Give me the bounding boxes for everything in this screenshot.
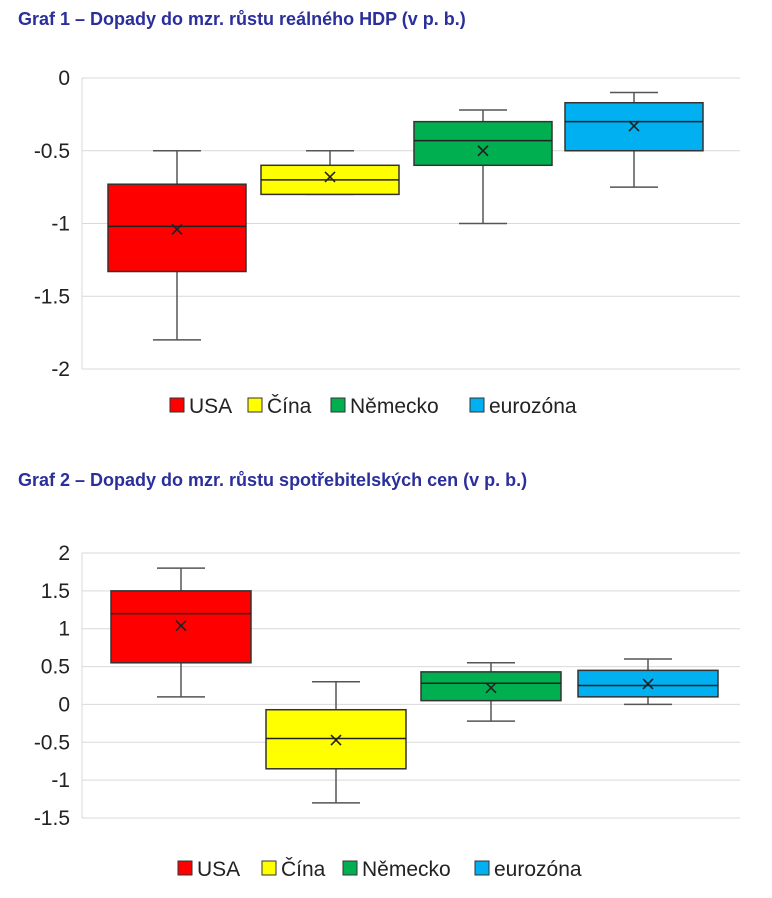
iqr-box (420, 671, 562, 702)
legend-item-čína: Čína (261, 858, 326, 881)
legend-item-usa: USA (177, 858, 240, 881)
legend-item-německo: Německo (342, 858, 451, 881)
legend-label: eurozóna (489, 395, 577, 418)
y-tick-label: -0.5 (34, 140, 70, 163)
y-tick-label: 0.5 (41, 656, 70, 679)
mean-marker (175, 620, 187, 632)
mean-marker (628, 120, 640, 132)
legend-swatch (474, 860, 490, 876)
box-eurozóna (564, 91, 704, 188)
legend-label: eurozóna (494, 858, 582, 881)
legend-item-usa: USA (169, 395, 232, 418)
y-tick-label: -1 (51, 213, 70, 236)
box-německo (420, 662, 562, 722)
mean-marker (330, 734, 342, 746)
box-čína (260, 150, 400, 196)
legend-item-německo: Německo (330, 395, 439, 418)
legend-item-eurozóna: eurozóna (474, 858, 582, 881)
legend-label: Čína (267, 395, 312, 418)
y-tick-label: -1.5 (34, 285, 70, 308)
legend-swatch (261, 860, 277, 876)
mean-marker (171, 223, 183, 235)
box-usa (110, 567, 252, 698)
legend-swatch (469, 397, 485, 413)
legend-item-eurozóna: eurozóna (469, 395, 577, 418)
box-německo (413, 109, 553, 225)
y-tick-label: 2 (58, 542, 70, 565)
y-tick-label: 0 (58, 693, 70, 716)
y-tick-label: -1.5 (34, 807, 70, 830)
legend-item-čína: Čína (247, 395, 312, 418)
mean-marker (642, 678, 654, 690)
chart-1-boxplot: 0 -0.5 -1 -1.5 -2 USA Čína Německo eurozóna (34, 67, 740, 418)
y-tick-label: 1 (58, 618, 70, 641)
y-tick-label: -0.5 (34, 731, 70, 754)
legend-label: Německo (362, 858, 451, 881)
chart-1-title: Graf 1 – Dopady do mzr. růstu reálného H… (18, 9, 466, 29)
mean-marker (324, 171, 336, 183)
iqr-box (413, 120, 553, 167)
legend-label: Německo (350, 395, 439, 418)
legend-swatch (330, 397, 346, 413)
iqr-box (107, 183, 247, 273)
legend-swatch (342, 860, 358, 876)
mean-marker (485, 682, 497, 694)
y-tick-label: 0 (58, 67, 70, 90)
y-tick-label: -2 (51, 358, 70, 381)
legend-swatch (169, 397, 185, 413)
y-tick-label: 1.5 (41, 580, 70, 603)
legend-swatch (177, 860, 193, 876)
legend-label: Čína (281, 858, 326, 881)
legend-label: USA (197, 858, 240, 881)
legend-label: USA (189, 395, 232, 418)
box-usa (107, 150, 247, 341)
iqr-box (110, 590, 252, 664)
chart-2-title: Graf 2 – Dopady do mzr. růstu spotřebite… (18, 470, 528, 490)
y-tick-label: -1 (51, 769, 70, 792)
box-eurozóna (577, 658, 719, 706)
mean-marker (477, 145, 489, 157)
box-čína (265, 680, 407, 804)
legend-swatch (247, 397, 263, 413)
